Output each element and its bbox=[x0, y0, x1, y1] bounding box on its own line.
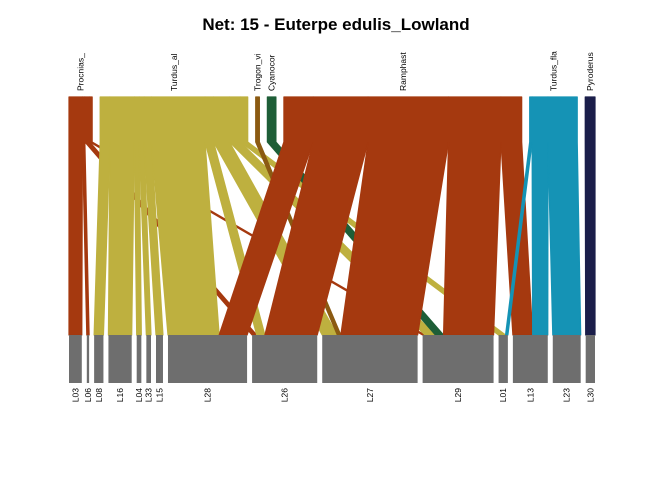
higher-label: Turdus_al bbox=[169, 53, 179, 91]
higher-label: Trogon_vi bbox=[253, 53, 263, 91]
higher-label: Procnias_ bbox=[76, 53, 86, 91]
lower-label: L23 bbox=[562, 388, 572, 402]
lower-label: L29 bbox=[453, 388, 463, 402]
higher-label: Turdus_fla bbox=[548, 51, 558, 91]
lower-box-L28 bbox=[167, 335, 248, 383]
higher-box-Pyroderus bbox=[585, 97, 595, 142]
higher-box-Ramphast bbox=[283, 97, 522, 142]
lower-label: L30 bbox=[585, 388, 595, 402]
chart-title: Net: 15 - Euterpe edulis_Lowland bbox=[202, 15, 469, 34]
lower-box-L26 bbox=[252, 335, 318, 383]
higher-label: Pyroderus bbox=[585, 52, 595, 91]
lower-box-L13 bbox=[512, 335, 548, 383]
lower-box-L03 bbox=[69, 335, 82, 383]
lower-box-L29 bbox=[422, 335, 494, 383]
lower-label: L26 bbox=[280, 388, 290, 402]
lower-box-L15 bbox=[156, 335, 163, 383]
higher-box-Cyanocor bbox=[267, 97, 276, 142]
lower-box-L06 bbox=[86, 335, 90, 383]
higher-box-Turdusal bbox=[100, 97, 248, 142]
higher-box-Trogonvi bbox=[255, 97, 260, 142]
higher-box-Procnias bbox=[69, 97, 93, 142]
lower-label: L08 bbox=[94, 388, 104, 402]
lower-box-L33 bbox=[146, 335, 151, 383]
lower-label: L15 bbox=[154, 388, 164, 402]
lower-label: L04 bbox=[134, 388, 144, 402]
higher-label: Cyanocor bbox=[267, 54, 277, 91]
lower-label: L33 bbox=[144, 388, 154, 402]
lower-label: L06 bbox=[83, 388, 93, 402]
lower-label: L01 bbox=[498, 388, 508, 402]
lower-box-L30 bbox=[585, 335, 595, 383]
lower-label: L27 bbox=[365, 388, 375, 402]
lower-label: L03 bbox=[70, 388, 80, 402]
lower-label: L13 bbox=[525, 388, 535, 402]
lower-box-L08 bbox=[94, 335, 104, 383]
lower-box-L01 bbox=[498, 335, 508, 383]
lower-box-L23 bbox=[552, 335, 581, 383]
lower-label: L28 bbox=[203, 388, 213, 402]
higher-label: Ramphast bbox=[398, 52, 408, 91]
lower-label: L16 bbox=[115, 388, 125, 402]
labels-layer: Procnias_ Turdus_al Trogon_vi Cyanocor Ramph… bbox=[70, 51, 595, 402]
higher-box-Turdusfla bbox=[529, 97, 578, 142]
lower-box-L16 bbox=[108, 335, 132, 383]
higher-level-boxes bbox=[69, 97, 595, 142]
lower-level-boxes bbox=[69, 335, 595, 383]
lower-box-L27 bbox=[322, 335, 418, 383]
lower-box-L04 bbox=[136, 335, 142, 383]
